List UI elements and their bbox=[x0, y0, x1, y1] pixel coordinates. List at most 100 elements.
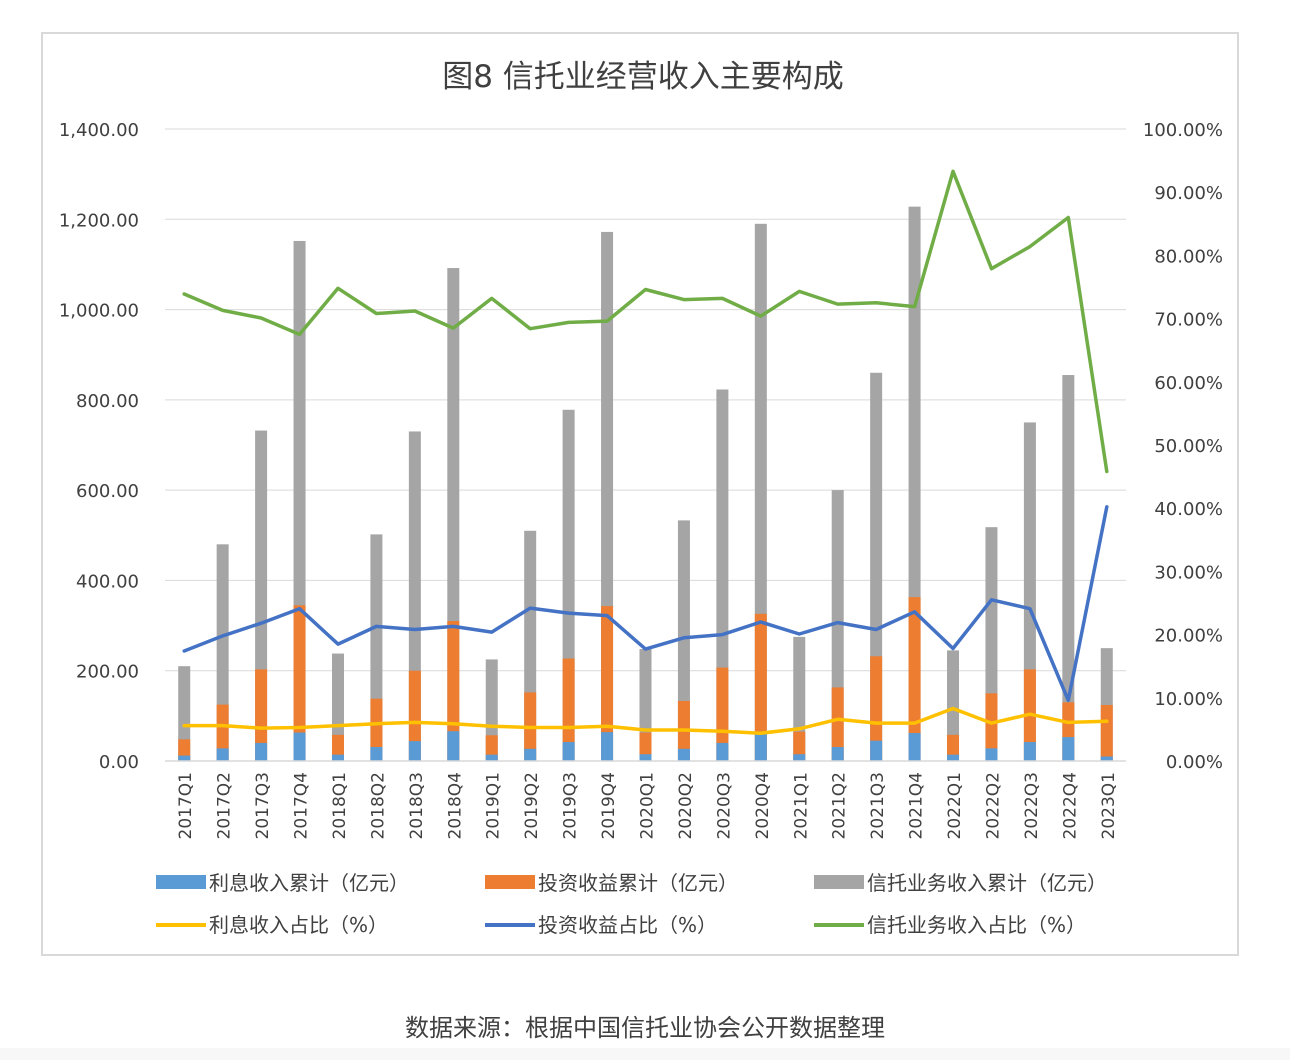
bar-trust-income bbox=[947, 650, 960, 761]
bar-investment bbox=[639, 732, 652, 761]
bar-interest bbox=[601, 732, 614, 761]
category-label: 2017Q3 bbox=[253, 772, 273, 839]
bar-investment bbox=[870, 656, 883, 761]
bar-interest bbox=[716, 742, 729, 761]
line-trust-income-ratio bbox=[182, 169, 1109, 474]
right-axis-ticks: 0.00% 10.00% 20.00% 30.00% 40.00% 50.00% 60.00… bbox=[1143, 120, 1223, 773]
bar-interest bbox=[216, 748, 229, 761]
right-tick-label: 90.00% bbox=[1154, 183, 1223, 204]
bottom-band bbox=[0, 1048, 1290, 1060]
lines bbox=[182, 169, 1109, 735]
right-tick-label: 60.00% bbox=[1154, 373, 1223, 394]
category-label: 2017Q1 bbox=[176, 772, 196, 839]
bar-investment bbox=[947, 734, 960, 761]
category-label: 2020Q4 bbox=[753, 772, 773, 839]
right-tick-label: 70.00% bbox=[1154, 310, 1223, 331]
bar-investment bbox=[447, 621, 460, 761]
bar-investment bbox=[716, 667, 729, 761]
chart-title: 图8 信托业经营收入主要构成 bbox=[442, 59, 844, 95]
category-label: 2017Q2 bbox=[215, 772, 235, 839]
bar-interest bbox=[562, 742, 575, 761]
bar-interest bbox=[331, 754, 344, 761]
right-tick-label: 100.00% bbox=[1143, 120, 1223, 141]
bar-investment bbox=[601, 606, 614, 761]
grid bbox=[165, 128, 1126, 672]
category-label: 2021Q3 bbox=[868, 772, 888, 839]
bar-interest bbox=[370, 747, 383, 761]
left-tick-label: 200.00 bbox=[76, 662, 139, 683]
bar-investment bbox=[985, 693, 998, 761]
bar-trust-income bbox=[1062, 375, 1075, 761]
category-label: 2023Q1 bbox=[1099, 772, 1119, 839]
bar-interest bbox=[908, 733, 921, 761]
bar-interest bbox=[293, 732, 306, 761]
bar-investment bbox=[255, 669, 268, 761]
bar-investment bbox=[908, 597, 921, 761]
chart-svg: 图8 信托业经营收入主要构成 0.00 200.00 400.00 600.00 800… bbox=[59, 59, 1223, 937]
bar-trust-income bbox=[677, 520, 690, 761]
legend-swatch-investment bbox=[485, 875, 535, 889]
category-label: 2018Q2 bbox=[368, 772, 388, 839]
left-tick-label: 400.00 bbox=[76, 571, 139, 592]
legend-label: 利息收入累计（亿元） bbox=[209, 871, 409, 895]
category-label: 2021Q4 bbox=[907, 772, 927, 839]
bar-trust-income bbox=[178, 666, 191, 761]
category-label: 2022Q1 bbox=[945, 772, 965, 839]
right-tick-label: 10.00% bbox=[1154, 689, 1223, 710]
category-label: 2019Q4 bbox=[599, 772, 619, 839]
bar-interest bbox=[754, 733, 767, 761]
legend-label: 投资收益占比（%） bbox=[538, 913, 717, 937]
left-tick-label: 600.00 bbox=[76, 481, 139, 502]
bar-interest bbox=[639, 754, 652, 761]
bar-investment bbox=[370, 698, 383, 761]
bar-interest bbox=[677, 748, 690, 761]
category-label: 2022Q3 bbox=[1022, 772, 1042, 839]
legend-label: 信托业务收入占比（%） bbox=[867, 913, 1086, 937]
category-labels: 2017Q1 2017Q2 2017Q3 2017Q4 2018Q1 2018Q2 2018… bbox=[176, 772, 1119, 839]
legend-swatch-interest bbox=[156, 875, 206, 889]
chart-frame: 图8 信托业经营收入主要构成 0.00 200.00 400.00 600.00 800… bbox=[41, 32, 1239, 956]
bar-trust-income bbox=[331, 653, 344, 761]
bar-investment bbox=[485, 735, 498, 761]
bar-interest bbox=[985, 748, 998, 761]
category-label: 2021Q2 bbox=[830, 772, 850, 839]
category-label: 2020Q2 bbox=[676, 772, 696, 839]
bar-investment bbox=[216, 704, 229, 761]
bar-interest bbox=[870, 740, 883, 761]
bars bbox=[178, 206, 1113, 762]
bar-investment bbox=[331, 734, 344, 761]
bar-investment bbox=[408, 670, 421, 761]
bar-interest bbox=[1100, 756, 1113, 761]
legend: 利息收入累计（亿元） 投资收益累计（亿元） 信托业务收入累计（亿元） 利息收入占比（%… bbox=[156, 871, 1107, 937]
bar-investment bbox=[293, 605, 306, 761]
legend-swatch-trust-income bbox=[814, 875, 864, 889]
source-note: 数据来源：根据中国信托业协会公开数据整理 bbox=[405, 1014, 885, 1042]
bar-interest bbox=[524, 748, 537, 761]
category-label: 2019Q3 bbox=[561, 772, 581, 839]
left-tick-label: 800.00 bbox=[76, 391, 139, 412]
bar-interest bbox=[947, 754, 960, 761]
category-label: 2017Q4 bbox=[292, 772, 312, 839]
bar-investment bbox=[562, 658, 575, 761]
category-label: 2022Q4 bbox=[1060, 772, 1080, 839]
bar-interest bbox=[178, 755, 191, 761]
bar-investment bbox=[1100, 705, 1113, 761]
right-tick-label: 40.00% bbox=[1154, 499, 1223, 520]
bar-interest bbox=[408, 741, 421, 761]
line-investment-ratio bbox=[182, 505, 1109, 703]
bar-interest bbox=[255, 742, 268, 761]
category-label: 2020Q1 bbox=[638, 772, 658, 839]
legend-label: 投资收益累计（亿元） bbox=[538, 871, 738, 895]
bar-interest bbox=[1062, 737, 1075, 761]
left-axis-ticks: 0.00 200.00 400.00 600.00 800.00 1,000.00 1,20… bbox=[59, 120, 139, 773]
category-label: 2022Q2 bbox=[983, 772, 1003, 839]
category-label: 2021Q1 bbox=[791, 772, 811, 839]
legend-label: 信托业务收入累计（亿元） bbox=[867, 871, 1107, 895]
legend-label: 利息收入占比（%） bbox=[209, 913, 388, 937]
right-tick-label: 50.00% bbox=[1154, 436, 1223, 457]
right-tick-label: 0.00% bbox=[1166, 752, 1223, 773]
bar-interest bbox=[793, 754, 806, 761]
bar-investment bbox=[793, 731, 806, 761]
bar-investment bbox=[754, 613, 767, 761]
category-label: 2019Q1 bbox=[484, 772, 504, 839]
